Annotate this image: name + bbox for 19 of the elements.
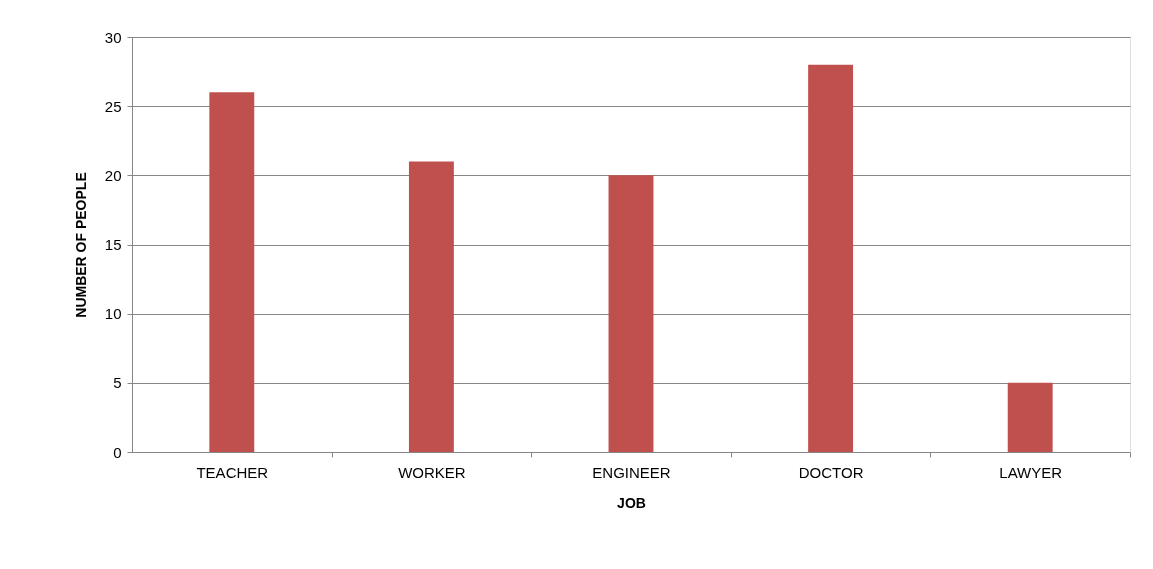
y-tick-label: 15: [104, 236, 122, 253]
y-tick-label: 20: [104, 166, 122, 184]
x-axis-title: JOB: [617, 494, 646, 511]
y-tick-label: 0: [113, 443, 122, 461]
x-tick-label: TEACHER: [196, 463, 269, 481]
x-tick-label: WORKER: [398, 463, 466, 481]
y-tick-label: 10: [104, 305, 122, 323]
y-axis-title: NUMBER OF PEOPLE: [72, 172, 89, 318]
bar: [808, 64, 854, 452]
bar: [209, 92, 255, 452]
x-tick-label: ENGINEER: [592, 463, 671, 481]
y-tick-label: 30: [104, 28, 122, 46]
bar: [608, 175, 654, 452]
y-tick-label: 5: [113, 374, 122, 392]
x-tick-label: LAWYER: [999, 463, 1063, 481]
x-tick-label: DOCTOR: [798, 463, 864, 481]
bar: [408, 161, 454, 452]
y-tick-label: 25: [104, 97, 122, 115]
bar: [1007, 382, 1053, 452]
